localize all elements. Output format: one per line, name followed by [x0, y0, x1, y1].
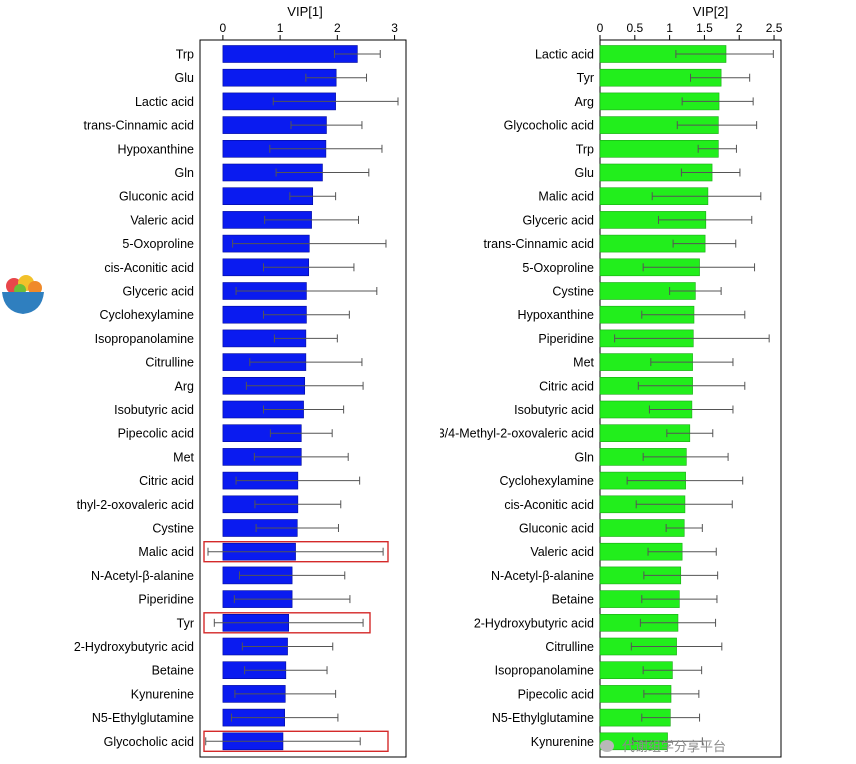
left-category-label: Glyceric acid [122, 285, 194, 299]
right-category-label: cis-Aconitic acid [504, 498, 594, 512]
left-category-label: 2-Hydroxybutyric acid [74, 640, 194, 654]
left-plot-frame [199, 39, 407, 758]
left-category-label: N5-Ethylglutamine [92, 711, 194, 725]
left-category-label: Met [173, 450, 194, 464]
left-category-label: Glu [175, 71, 195, 85]
right-category-label: Cyclohexylamine [500, 474, 595, 488]
left-axis-title: VIP[1] [287, 4, 322, 19]
right-category-label: 3/4-Methyl-2-oxovaleric acid [438, 427, 594, 441]
right-category-label: trans-Cinnamic acid [484, 237, 595, 251]
right-category-label: Malic acid [538, 190, 594, 204]
right-category-label: Citric acid [539, 379, 594, 393]
left-category-label: Piperidine [138, 593, 194, 607]
watermark-text: 代谢组学分享平台 [622, 740, 727, 755]
right-category-label: Pipecolic acid [518, 687, 594, 701]
right-category-label: Glyceric acid [522, 213, 594, 227]
right-tick-label: 0 [597, 21, 604, 35]
left-highlight-box [203, 730, 389, 752]
left-category-label: Pipecolic acid [118, 427, 194, 441]
left-category-label: Kynurenine [131, 687, 194, 701]
left-tick-label: 3 [391, 21, 398, 35]
left-category-label: Tyr [177, 616, 194, 630]
right-category-label: Hypoxanthine [518, 308, 594, 322]
left-highlight-box [203, 612, 371, 634]
right-category-label: Isopropanolamine [495, 664, 594, 678]
right-category-label: Met [573, 356, 594, 370]
left-category-label: Cystine [152, 522, 194, 536]
left-category-label: Malic acid [138, 545, 194, 559]
right-category-label: Arg [575, 95, 595, 109]
right-category-label: Glu [575, 166, 595, 180]
left-category-label: Isobutyric acid [114, 403, 194, 417]
right-tick-label: 2 [736, 21, 743, 35]
right-tick-label: 1 [666, 21, 673, 35]
left-category-label: N-Acetyl-β-alanine [91, 569, 194, 583]
right-category-label: Glycocholic acid [504, 119, 594, 133]
fruit-bowl-icon [0, 272, 46, 316]
right-category-label: N-Acetyl-β-alanine [491, 569, 594, 583]
right-category-label: Gluconic acid [519, 522, 594, 536]
left-tick-label: 1 [277, 21, 284, 35]
right-tick-label: 0.5 [626, 21, 643, 35]
right-category-label: Isobutyric acid [514, 403, 594, 417]
right-category-label: Tyr [577, 71, 594, 85]
right-category-label: 5-Oxoproline [522, 261, 594, 275]
right-category-label: Cystine [552, 285, 594, 299]
left-category-label: cis-Aconitic acid [104, 261, 194, 275]
left-category-label: Lactic acid [135, 95, 194, 109]
right-category-label: Betaine [552, 593, 594, 607]
right-category-label: Gln [575, 450, 595, 464]
left-category-label: 5-Oxoproline [122, 237, 194, 251]
right-tick-label: 1.5 [696, 21, 713, 35]
right-category-label: Piperidine [538, 332, 594, 346]
left-category-label: Valeric acid [130, 213, 194, 227]
left-tick-label: 0 [220, 21, 227, 35]
left-category-label: Hypoxanthine [118, 142, 194, 156]
left-category-label: trans-Cinnamic acid [84, 119, 195, 133]
left-category-label: Gln [175, 166, 195, 180]
right-category-label: N5-Ethylglutamine [492, 711, 594, 725]
right-category-label: 2-Hydroxybutyric acid [474, 616, 594, 630]
right-tick-label: 2.5 [766, 21, 783, 35]
right-axis-title: VIP[2] [693, 4, 728, 19]
right-category-label: Lactic acid [535, 48, 594, 62]
right-category-label: Valeric acid [530, 545, 594, 559]
left-category-label: Gluconic acid [119, 190, 194, 204]
left-category-label: Cyclohexylamine [100, 308, 195, 322]
left-category-label: Betaine [152, 664, 194, 678]
left-category-label: Glycocholic acid [104, 735, 194, 749]
watermark: 代谢组学分享平台 [600, 736, 726, 755]
left-category-label: Citrulline [145, 356, 194, 370]
right-category-label: Citrulline [545, 640, 594, 654]
right-category-label: Kynurenine [531, 735, 594, 749]
left-category-label: Trp [176, 48, 194, 62]
left-tick-label: 2 [334, 21, 341, 35]
left-category-label: thyl-2-oxovaleric acid [77, 498, 194, 512]
left-category-label: Arg [175, 379, 195, 393]
right-plot-frame [599, 39, 782, 758]
left-category-label: Isopropanolamine [95, 332, 194, 346]
left-category-label: Citric acid [139, 474, 194, 488]
right-category-label: Trp [576, 142, 594, 156]
chat-bubble-icon [600, 740, 614, 752]
left-highlight-box [203, 541, 389, 563]
